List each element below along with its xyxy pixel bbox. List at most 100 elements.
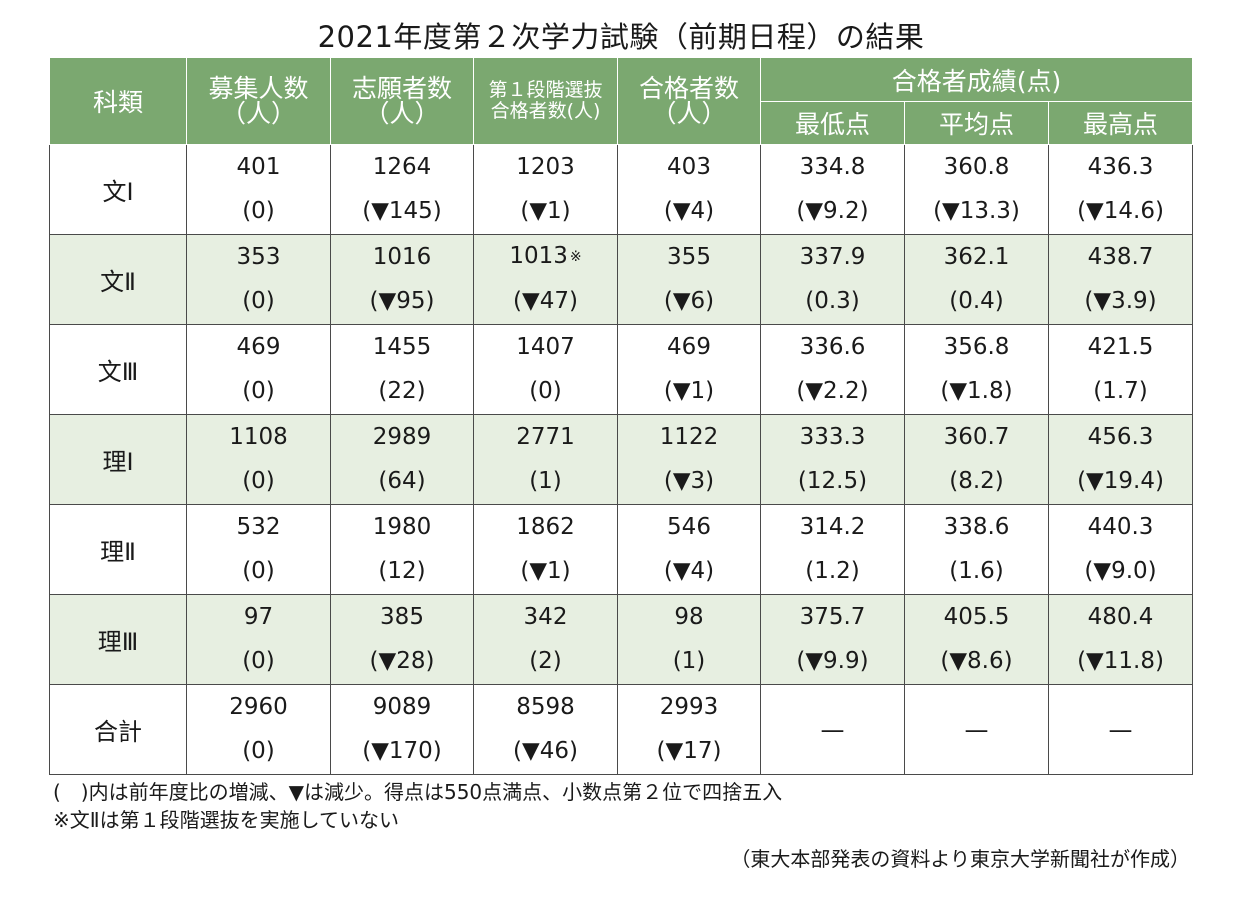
- cell-change: (0): [242, 737, 275, 764]
- cell-change: (▼4): [663, 557, 715, 584]
- header-recruit: 募集人数 （人）: [186, 57, 331, 145]
- cell-value: 480.4: [1087, 603, 1154, 630]
- cell-change: (▼1.8): [940, 377, 1013, 404]
- cell-value: 355: [667, 243, 711, 270]
- cell-value: 1455: [372, 333, 432, 360]
- cell-applicants: 385 (▼28): [330, 594, 474, 685]
- header-category: 科類: [49, 57, 187, 145]
- cell-max: 456.3 (▼19.4): [1047, 414, 1194, 505]
- cell-change: (1): [529, 467, 562, 494]
- cell-avg: 338.6 (1.6): [904, 504, 1049, 595]
- cell-change: (12.5): [797, 467, 868, 494]
- row-category: 文Ⅰ: [49, 144, 187, 235]
- cell-value: 338.6: [943, 513, 1010, 540]
- header-passers: 合格者数 （人）: [617, 57, 761, 145]
- table-row: 文Ⅲ 469 (0) 1455 (22) 1407 (0) 469 (▼1) 336.6 (▼2.2…: [49, 324, 1194, 415]
- cell-change: (▼6): [663, 287, 715, 314]
- cell-change: (0): [242, 197, 275, 224]
- cell-value: 2989: [372, 423, 432, 450]
- cell-recruit: 469 (0): [186, 324, 331, 415]
- table-row: 合計 2960 (0) 9089 (▼170) 8598 (▼46) 2993 (▼17) — — —: [49, 684, 1194, 775]
- header-applicants: 志願者数 （人）: [330, 57, 474, 145]
- cell-min: 334.8 (▼9.2): [760, 144, 905, 235]
- footnotes: ( )内は前年度比の増減、▼は減少。得点は550点満点、小数点第２位で四捨五入 …: [53, 778, 782, 834]
- note-mark: ※: [569, 249, 582, 265]
- source-credit: （東大本部発表の資料より東京大学新聞社が作成）: [730, 847, 1190, 871]
- cell-value: 436.3: [1087, 153, 1154, 180]
- page-title: 2021年度第２次学力試験（前期日程）の結果: [317, 20, 925, 54]
- cell-value: 469: [667, 333, 711, 360]
- cell-value: 438.7: [1087, 243, 1154, 270]
- cell-change: (0.4): [949, 287, 1004, 314]
- table-row: 理Ⅱ 532 (0) 1980 (12) 1862 (▼1) 546 (▼4) 314.2 (1.2…: [49, 504, 1194, 595]
- cell-value: 1013 ※: [509, 243, 582, 269]
- cell-max: 436.3 (▼14.6): [1047, 144, 1194, 235]
- cell-change: (▼1): [520, 197, 571, 224]
- cell-value: 97: [243, 603, 274, 630]
- table-row: 文Ⅰ 401 (0) 1264 (▼145) 1203 (▼1) 403 (▼4) 334.8 (▼…: [49, 144, 1194, 235]
- cell-applicants: 1016 (▼95): [330, 234, 474, 325]
- cell-change: (▼3.9): [1084, 287, 1157, 314]
- cell-avg: 356.8 (▼1.8): [904, 324, 1049, 415]
- cell-value: 98: [674, 603, 704, 630]
- cell-value: 405.5: [943, 603, 1010, 630]
- cell-change: (0.3): [805, 287, 860, 314]
- cell-value: 1264: [372, 153, 432, 180]
- cell-change: (▼28): [369, 647, 435, 674]
- row-category: 文Ⅱ: [49, 234, 187, 325]
- cell-first-stage: 342 (2): [473, 594, 618, 685]
- row-category: 理Ⅱ: [49, 504, 187, 595]
- table-row: 文Ⅱ 353 (0) 1016 (▼95) 1013 ※ (▼47) 355 (▼6) 337.9 (…: [49, 234, 1194, 325]
- cell-min: 333.3 (12.5): [760, 414, 905, 505]
- results-table: 科類 募集人数 （人） 志願者数 （人） 第１段階選抜 合格者数(人) 合格者数 （人）…: [49, 57, 1194, 775]
- cell-change: (▼1): [663, 377, 715, 404]
- cell-passers: 355 (▼6): [617, 234, 761, 325]
- cell-change: (2): [529, 647, 562, 674]
- cell-change: (▼95): [369, 287, 435, 314]
- cell-change: (▼9.2): [796, 197, 869, 224]
- cell-avg: 405.5 (▼8.6): [904, 594, 1049, 685]
- cell-value: 337.9: [799, 243, 866, 270]
- cell-value: 1980: [372, 513, 432, 540]
- cell-value: 334.8: [799, 153, 866, 180]
- footnote-change: ( )内は前年度比の増減、▼は減少。得点は550点満点、小数点第２位で四捨五入: [53, 780, 783, 804]
- cell-value: 360.8: [943, 153, 1010, 180]
- row-category: 合計: [49, 684, 187, 775]
- cell-applicants: 9089 (▼170): [330, 684, 474, 775]
- cell-max: 438.7 (▼3.9): [1047, 234, 1194, 325]
- cell-change: (▼1): [520, 557, 571, 584]
- header-first-stage: 第１段階選抜 合格者数(人): [473, 57, 618, 145]
- cell-change: (12): [378, 557, 426, 584]
- cell-value: 360.7: [943, 423, 1010, 450]
- cell-change: (▼11.8): [1077, 647, 1164, 674]
- cell-change: (▼2.2): [796, 377, 869, 404]
- table-row: 理Ⅲ 97 (0) 385 (▼28) 342 (2) 98 (1) 375.7 (▼9.9) 405…: [49, 594, 1194, 685]
- cell-value: 532: [236, 513, 281, 540]
- header-avg: 平均点: [904, 101, 1049, 145]
- cell-change: (▼19.4): [1077, 467, 1164, 494]
- cell-change: (22): [378, 377, 426, 404]
- table-row: 理Ⅰ 1108 (0) 2989 (64) 2771 (1) 1122 (▼3) 333.3 (12…: [49, 414, 1194, 505]
- cell-value: 456.3: [1087, 423, 1154, 450]
- cell-change: (▼9.9): [796, 647, 869, 674]
- cell-applicants: 1980 (12): [330, 504, 474, 595]
- cell-avg: 360.8 (▼13.3): [904, 144, 1049, 235]
- cell-value: 421.5: [1087, 333, 1154, 360]
- cell-value: 333.3: [799, 423, 866, 450]
- header-scores-group: 合格者成績(点): [759, 57, 1194, 102]
- cell-change: (▼145): [362, 197, 442, 224]
- cell-change: (▼47): [513, 288, 578, 314]
- cell-min: 375.7 (▼9.9): [760, 594, 905, 685]
- cell-value: 336.6: [799, 333, 866, 360]
- cell-first-stage: 1407 (0): [473, 324, 618, 415]
- row-category: 理Ⅲ: [49, 594, 187, 685]
- cell-value: 469: [236, 333, 281, 360]
- cell-value: 353: [236, 243, 281, 270]
- cell-recruit: 532 (0): [186, 504, 331, 595]
- cell-value: 1108: [229, 423, 288, 450]
- row-category: 理Ⅰ: [49, 414, 187, 505]
- cell-change: (64): [378, 467, 426, 494]
- cell-applicants: 2989 (64): [330, 414, 474, 505]
- cell-change: (▼13.3): [933, 197, 1020, 224]
- cell-value: 1122: [659, 423, 719, 450]
